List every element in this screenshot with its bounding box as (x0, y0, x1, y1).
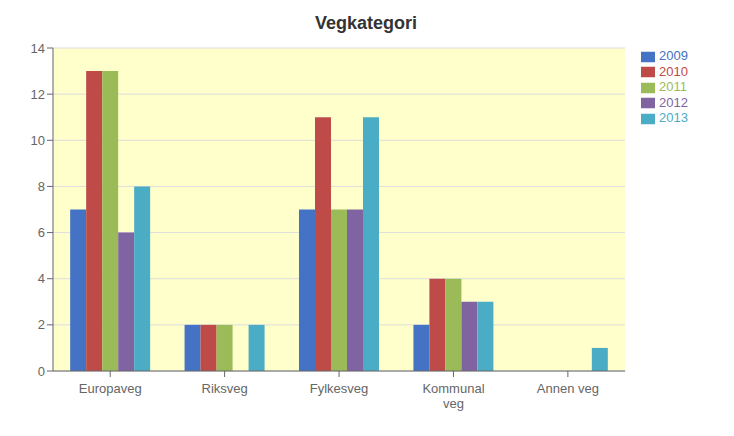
svg-text:Riksveg: Riksveg (201, 381, 247, 396)
html-text:2010: 2010 (659, 63, 688, 79)
svg-text:Annen veg: Annen veg (537, 381, 599, 396)
svg-text:Kommunalveg: Kommunalveg (422, 381, 484, 411)
svg-text:6: 6 (38, 225, 45, 240)
html-text:2011: 2011 (659, 79, 687, 95)
html-text:2013: 2013 (659, 110, 688, 126)
html-text:Vegkategori: Vegkategori (315, 13, 417, 33)
svg-text:0: 0 (38, 364, 45, 379)
svg-text:Fylkesveg: Fylkesveg (310, 381, 369, 396)
html-text:2012: 2012 (659, 94, 688, 110)
svg-text:12: 12 (31, 87, 45, 102)
svg-text:10: 10 (31, 133, 45, 148)
svg-text:Europaveg: Europaveg (79, 381, 142, 396)
html-text:2009: 2009 (659, 48, 688, 63)
svg-text:8: 8 (38, 179, 45, 194)
svg-text:14: 14 (31, 41, 45, 56)
svg-text:4: 4 (38, 271, 45, 286)
svg-text:2: 2 (38, 317, 45, 332)
